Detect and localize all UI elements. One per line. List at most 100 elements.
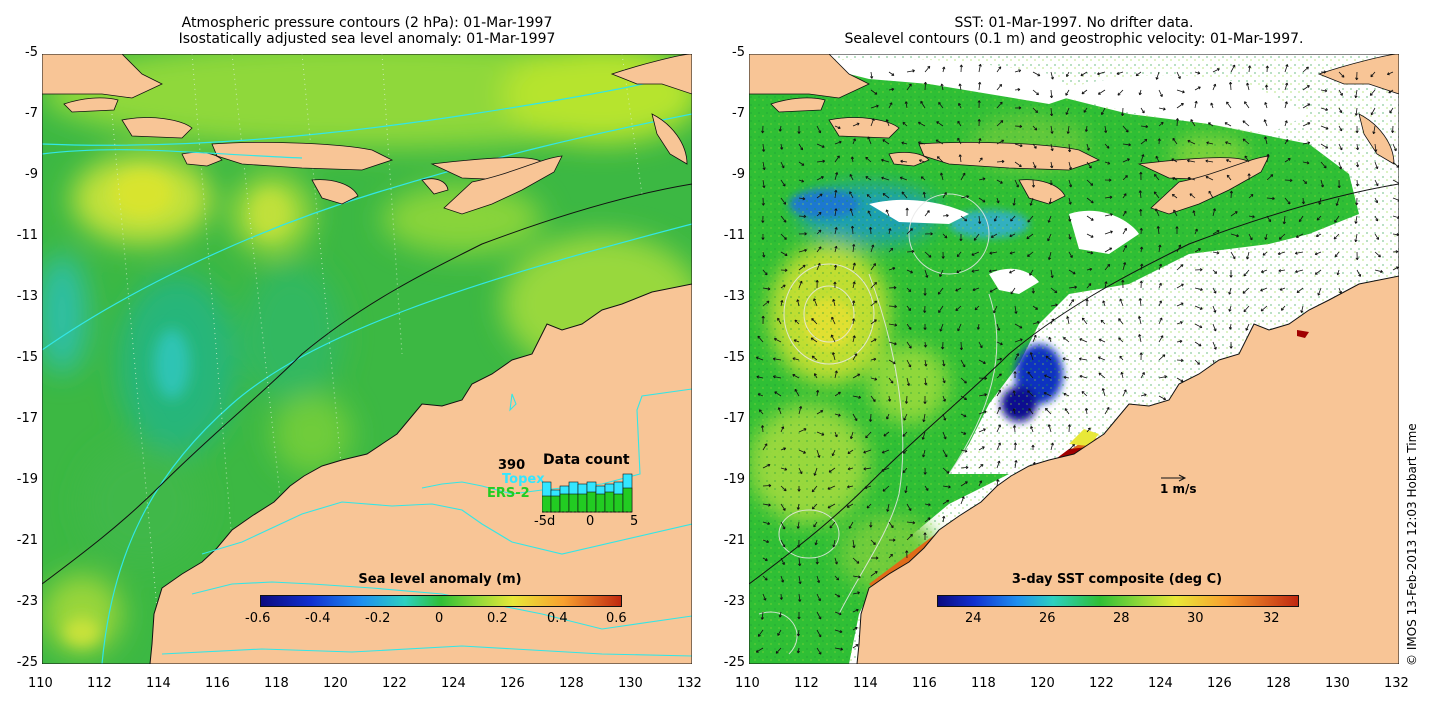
- velocity-arrow: [960, 395, 968, 401]
- velocity-arrow: [760, 611, 764, 620]
- velocity-arrow: [816, 176, 824, 181]
- velocity-arrow: [960, 172, 966, 181]
- velocity-arrow: [996, 66, 1002, 73]
- velocity-arrow: [834, 557, 838, 565]
- velocity-arrow: [1065, 107, 1070, 115]
- velocity-arrow: [1205, 159, 1214, 163]
- velocity-arrow: [959, 233, 963, 242]
- velocity-arrow: [1176, 283, 1184, 289]
- velocity-arrow: [1229, 190, 1234, 199]
- velocity-arrow: [779, 593, 784, 600]
- velocity-arrow: [816, 159, 826, 163]
- australia-land-right: [856, 275, 1399, 664]
- velocity-arrow: [798, 161, 805, 166]
- velocity-arrow: [1295, 269, 1304, 274]
- velocity-arrow: [924, 210, 930, 217]
- velocity-arrow: [1086, 283, 1092, 289]
- velocity-arrow: [936, 121, 944, 127]
- velocity-arrow: [794, 319, 800, 325]
- velocity-arrow: [816, 431, 825, 436]
- data-count-value: 390: [498, 458, 526, 473]
- velocity-arrow: [1158, 107, 1166, 111]
- velocity-arrow: [1284, 178, 1293, 182]
- velocity-arrow: [939, 269, 944, 277]
- velocity-arrow: [758, 409, 764, 415]
- velocity-arrow: [1050, 287, 1058, 294]
- velocity-arrow: [1032, 321, 1040, 325]
- velocity-arrow: [1171, 158, 1178, 163]
- velocity-arrow: [834, 245, 838, 253]
- velocity-arrow: [1032, 107, 1039, 114]
- velocity-arrow: [887, 395, 892, 402]
- velocity-arrow: [1228, 287, 1232, 295]
- velocity-arrow: [774, 391, 782, 397]
- velocity-arrow: [955, 287, 962, 292]
- velocity-arrow: [942, 213, 949, 218]
- velocity-arrow: [773, 337, 782, 343]
- velocity-arrow: [993, 305, 998, 314]
- velocity-arrow: [888, 553, 893, 559]
- velocity-arrow: [866, 503, 872, 509]
- velocity-arrow: [834, 629, 843, 634]
- velocity-arrow: [1068, 269, 1076, 275]
- velocity-arrow: [996, 179, 1003, 184]
- velocity-arrow: [1139, 280, 1143, 289]
- velocity-arrow: [1194, 305, 1203, 310]
- velocity-arrow: [762, 300, 770, 307]
- velocity-arrow: [906, 269, 914, 274]
- velocity-arrow: [924, 503, 931, 507]
- velocity-arrow: [904, 485, 908, 494]
- velocity-arrow: [1158, 375, 1168, 379]
- velocity-arrow: [882, 139, 890, 145]
- velocity-arrow: [906, 323, 912, 330]
- velocity-arrow: [960, 359, 966, 368]
- velocity-arrow: [1047, 424, 1052, 433]
- velocity-arrow: [1284, 120, 1288, 127]
- velocity-arrow: [996, 197, 1000, 204]
- velocity-arrow: [1139, 171, 1143, 181]
- velocity-arrow: [1063, 392, 1070, 397]
- velocity-arrow: [1079, 338, 1088, 343]
- velocity-arrow: [958, 102, 962, 109]
- velocity-arrow: [1314, 251, 1322, 256]
- velocity-arrow: [958, 83, 962, 91]
- velocity-arrow: [1097, 71, 1106, 76]
- velocity-arrow: [1212, 251, 1220, 255]
- right-map[interactable]: [749, 54, 1399, 664]
- velocity-arrow: [1391, 125, 1395, 134]
- velocity-arrow: [978, 138, 982, 145]
- velocity-arrow: [959, 64, 963, 73]
- velocity-arrow: [1122, 125, 1129, 133]
- velocity-arrow: [1013, 371, 1017, 379]
- velocity-arrow: [832, 298, 836, 307]
- left-map[interactable]: [42, 54, 692, 664]
- velocity-arrow: [1386, 71, 1394, 76]
- velocity-arrow: [1031, 287, 1035, 294]
- velocity-arrow: [942, 499, 950, 505]
- velocity-arrow: [888, 87, 895, 91]
- velocity-arrow: [1014, 305, 1018, 314]
- velocity-arrow: [827, 503, 836, 509]
- velocity-arrow: [797, 611, 801, 620]
- velocity-arrow: [833, 264, 838, 271]
- velocity-arrow: [1120, 371, 1124, 379]
- velocity-arrow: [1065, 89, 1070, 96]
- velocity-arrow: [924, 517, 931, 523]
- velocity-arrow: [1389, 107, 1394, 114]
- velocity-arrow: [1086, 197, 1094, 204]
- left-cb-tick-5: 0.2: [487, 611, 508, 626]
- velocity-arrow: [849, 208, 854, 217]
- velocity-arrow: [1224, 122, 1232, 127]
- velocity-arrow: [917, 121, 926, 127]
- velocity-arrow: [996, 373, 1002, 379]
- velocity-arrow: [1248, 215, 1255, 219]
- velocity-arrow: [976, 323, 980, 330]
- velocity-arrow: [816, 193, 823, 199]
- right-cb-tick-24: 24: [965, 611, 982, 626]
- velocity-arrow: [1032, 161, 1037, 169]
- velocity-arrow: [849, 173, 854, 181]
- velocity-arrow: [1068, 443, 1075, 451]
- legend-topex: Topex: [502, 472, 545, 487]
- velocity-arrow: [978, 393, 988, 397]
- velocity-arrow: [1122, 262, 1127, 271]
